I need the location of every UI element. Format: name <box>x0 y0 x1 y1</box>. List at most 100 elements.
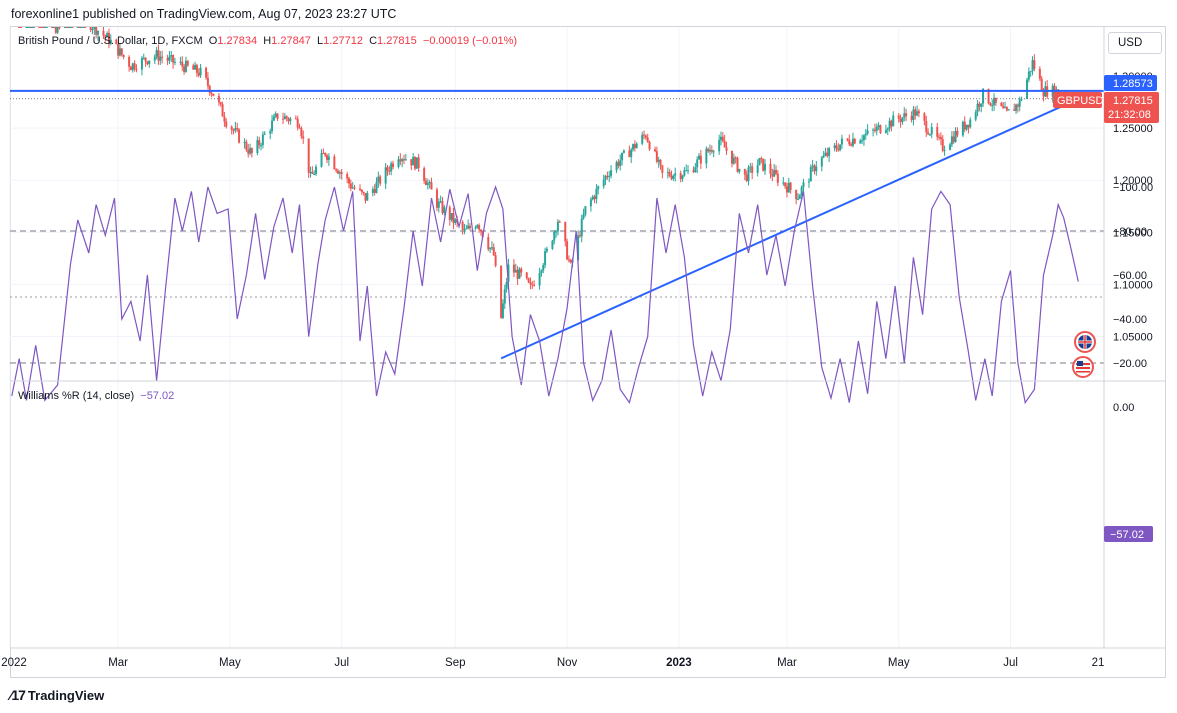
symbol-legend[interactable]: British Pound / U.S. Dollar, 1D, FXCM O1… <box>18 35 517 47</box>
price-axis[interactable]: 1.05000 1.10000 1.15000 1.20000 1.25000 <box>1113 123 1153 343</box>
candle-body <box>340 172 343 175</box>
williams-levels <box>10 230 1104 364</box>
candle-body <box>82 27 85 28</box>
tradingview-brand[interactable]: ⁄17 TradingView <box>10 687 104 703</box>
candle-body <box>501 303 504 318</box>
candle-body <box>247 149 250 154</box>
candle-body <box>886 128 889 131</box>
us-flag-icon[interactable] <box>1072 356 1094 378</box>
candle-body <box>602 179 605 187</box>
candle-body <box>646 137 649 142</box>
candle-body <box>337 170 340 174</box>
candle-body <box>128 57 131 67</box>
candle-body <box>362 191 365 194</box>
candle-body <box>168 56 171 61</box>
last-price-tag <box>1104 92 1159 123</box>
candle-body <box>302 136 305 139</box>
candle-body <box>263 133 266 135</box>
candle-body <box>705 148 708 164</box>
candle-body <box>941 139 944 151</box>
candle-body <box>699 155 702 164</box>
candle-body <box>597 186 600 189</box>
time-tick-label: 2022 <box>1 657 27 669</box>
candle-body <box>452 213 455 223</box>
candle-body <box>140 58 143 70</box>
candle-body <box>192 65 195 70</box>
candle-body <box>939 136 942 140</box>
candle-body <box>989 103 992 106</box>
candle-body <box>1020 98 1023 100</box>
candle-body <box>542 264 545 271</box>
candle-body <box>32 27 35 28</box>
candle-body <box>197 72 200 76</box>
candle-body <box>872 129 875 131</box>
candle-body <box>430 182 433 190</box>
candle-body <box>402 159 405 161</box>
candle-body <box>338 172 341 174</box>
candle-body <box>954 130 957 142</box>
candle-body <box>261 134 264 146</box>
candle-body <box>71 27 74 28</box>
candle-body <box>307 138 310 173</box>
candle-body <box>155 50 158 57</box>
time-tick-label: May <box>888 657 910 669</box>
candle-body <box>813 165 816 172</box>
candle-body <box>492 247 495 256</box>
candle-body <box>555 231 558 233</box>
time-tick-label: Sep <box>445 657 465 669</box>
currency-button[interactable]: USD <box>1108 32 1162 54</box>
candle-body <box>181 61 184 67</box>
candle-body <box>412 157 415 166</box>
candle-body <box>848 139 851 145</box>
candle-body <box>769 163 772 174</box>
indicator-legend[interactable]: Williams %R (14, close) −57.02 <box>18 390 174 402</box>
candle-body <box>371 189 374 193</box>
candle-body <box>179 61 182 63</box>
candle-body <box>54 27 57 33</box>
price-tick-label: 1.10000 <box>1113 279 1153 291</box>
candle-body <box>29 27 32 28</box>
trendline[interactable] <box>500 98 1079 360</box>
candle-body <box>63 27 66 28</box>
candle-body <box>238 129 241 143</box>
candle-body <box>763 163 766 171</box>
candle-body <box>96 30 99 35</box>
candle-body <box>835 145 838 149</box>
candle-body <box>298 127 301 129</box>
candle-body <box>296 118 299 128</box>
candle-body <box>974 112 977 120</box>
candle-body <box>404 159 407 161</box>
candle-body <box>901 117 904 122</box>
uk-flag-icon[interactable] <box>1074 331 1096 353</box>
candle-body <box>670 175 673 179</box>
candle-body <box>437 201 440 208</box>
candle-body <box>465 228 468 230</box>
candle-body <box>683 170 686 176</box>
candle-body <box>828 148 831 157</box>
candle-body <box>390 163 393 172</box>
candle-body <box>153 56 156 61</box>
candle-body <box>978 103 981 107</box>
candle-body <box>184 60 187 72</box>
candle-body <box>1026 79 1029 99</box>
time-tick-label: 2023 <box>666 657 692 669</box>
time-axis[interactable]: 2022 Mar May Jul Sep Nov 2023 Mar May Jul 21 <box>1 657 1104 669</box>
candle-body <box>195 64 198 73</box>
candle-body <box>1029 71 1032 73</box>
candle-body <box>360 189 363 192</box>
candle-body <box>899 118 902 122</box>
candle-body <box>668 172 671 176</box>
candle-body <box>399 159 402 162</box>
candle-body <box>245 141 248 150</box>
candle-body <box>51 27 54 28</box>
candle-body <box>696 159 699 168</box>
candle-body <box>890 120 893 127</box>
candle-body <box>950 136 953 145</box>
tradingview-brand-label: TradingView <box>27 688 105 703</box>
candle-body <box>956 130 959 136</box>
candle-body <box>582 214 585 219</box>
candle-body <box>525 272 528 279</box>
low-label: L <box>317 35 324 47</box>
indicator-axis[interactable]: 0.00 −20.00 −40.00 −60.00 −80.00 −100.00 <box>1113 182 1153 414</box>
